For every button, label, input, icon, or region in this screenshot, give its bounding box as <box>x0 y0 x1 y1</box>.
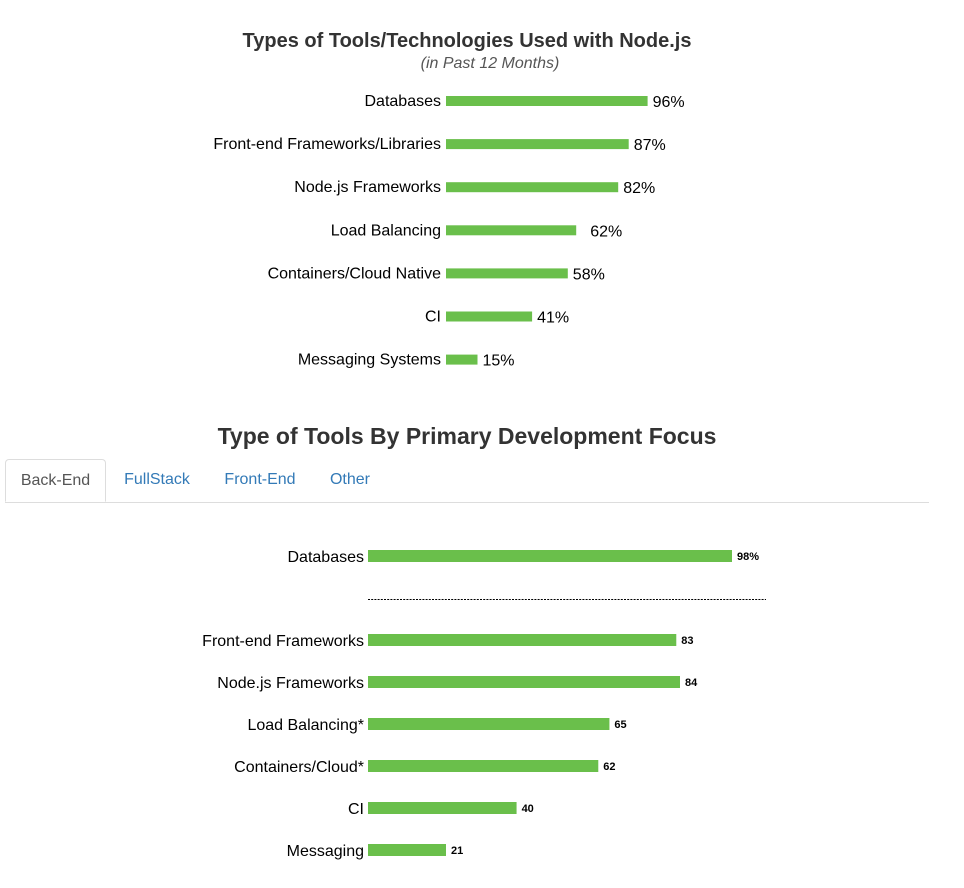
chart2-title: Type of Tools By Primary Development Foc… <box>217 423 717 449</box>
chart2-category-label: Front-end Frameworks <box>202 633 364 650</box>
focus-tabs: Back-End FullStack Front-End Other <box>5 459 929 503</box>
chart2-category-label: Containers/Cloud* <box>234 759 364 776</box>
chart2-category-label: Messaging <box>287 843 364 860</box>
chart2-value-label: 40 <box>522 803 534 815</box>
chart2-bar-load-balancing <box>368 718 610 730</box>
chart1-category-label: Messaging Systems <box>298 352 441 369</box>
chart1-subtitle: (in Past 12 Months) <box>420 55 560 72</box>
chart2-category-label: CI <box>348 801 364 818</box>
chart1-category-label: Databases <box>365 93 442 110</box>
chart1-value-label: 15% <box>483 353 515 370</box>
chart1-bar-front-end-frameworks-libraries <box>446 139 629 150</box>
chart2-value-label: 98% <box>737 551 759 563</box>
chart1-value-label: 41% <box>537 310 569 327</box>
chart2-value-label: 21 <box>451 845 463 857</box>
tab-back-end[interactable]: Back-End <box>5 459 106 502</box>
chart1-bar-node-js-frameworks <box>446 182 619 193</box>
tab-fullstack[interactable]: FullStack <box>124 471 190 488</box>
chart1-category-label: Node.js Frameworks <box>294 179 441 196</box>
chart1-value-label: 62% <box>590 223 622 240</box>
chart1-value-label: 87% <box>634 137 666 154</box>
chart2-bar-front-end-frameworks <box>368 634 677 646</box>
chart2-bar-node-js-frameworks <box>368 676 680 688</box>
chart1-bar-databases <box>446 96 648 106</box>
chart1-category-label: CI <box>425 309 441 326</box>
chart2-bar-ci <box>368 802 517 814</box>
chart1-value-label: 58% <box>573 266 605 283</box>
chart1-title: Types of Tools/Technologies Used with No… <box>242 30 692 52</box>
chart2-value-label: 84 <box>685 677 698 689</box>
chart1-bar-containers-cloud-native <box>446 268 568 279</box>
chart2-value-label: 62 <box>603 761 615 773</box>
chart2-bar-messaging <box>368 844 446 856</box>
chart1-bar-ci <box>446 311 533 322</box>
chart2-category-label: Node.js Frameworks <box>217 675 364 692</box>
chart2-bar-databases <box>368 550 732 562</box>
chart2-category-label: Databases <box>288 549 365 566</box>
chart1-value-label: 82% <box>623 180 655 197</box>
chart1-bar-load-balancing <box>446 225 577 236</box>
tab-other[interactable]: Other <box>329 471 370 488</box>
chart2-value-label: 65 <box>614 719 626 731</box>
chart1-category-label: Load Balancing <box>331 222 441 239</box>
chart1-category-label: Containers/Cloud Native <box>268 265 442 282</box>
chart2-value-label: 83 <box>681 635 693 647</box>
chart2-bar-containers-cloud <box>368 760 599 772</box>
chart2-category-label: Load Balancing* <box>247 717 364 734</box>
chart1-bar-messaging-systems <box>446 354 478 365</box>
chart1-value-label: 96% <box>653 94 685 111</box>
tab-front-end[interactable]: Front-End <box>224 471 296 488</box>
chart1-plot: Databases 96% Front-end Frameworks/Librari… <box>213 93 685 370</box>
chart1-category-label: Front-end Frameworks/Libraries <box>213 136 441 153</box>
